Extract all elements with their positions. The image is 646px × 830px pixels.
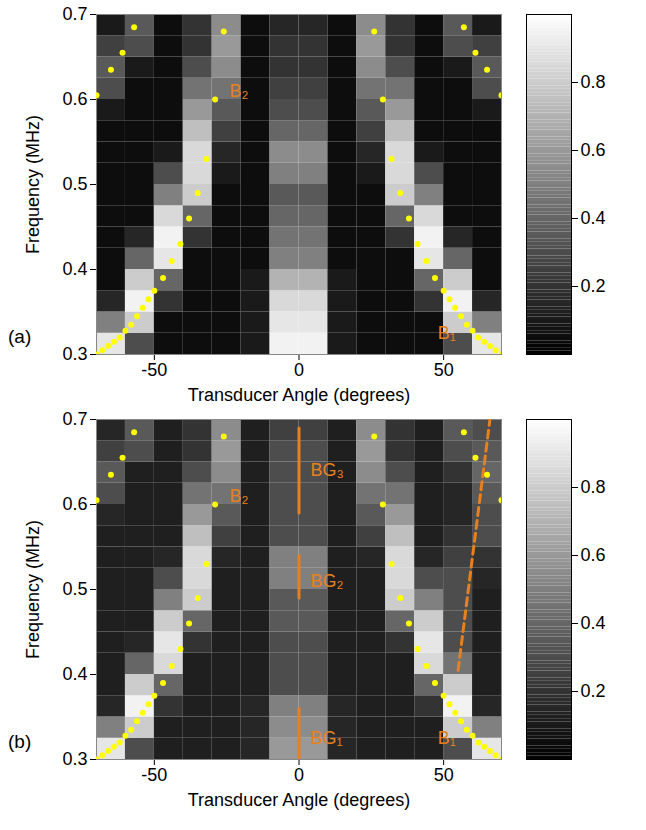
svg-text:0.4: 0.4 (581, 613, 606, 633)
svg-text:0.8: 0.8 (581, 72, 606, 92)
svg-text:0.7: 0.7 (62, 4, 87, 24)
svg-text:Transducer Angle (degrees): Transducer Angle (degrees) (188, 385, 410, 405)
svg-text:BG₁: BG₁ (311, 728, 343, 748)
svg-text:B₂: B₂ (230, 81, 249, 101)
html-text:(b): (b) (8, 731, 32, 752)
svg-text:-50: -50 (141, 360, 167, 380)
svg-text:0.4: 0.4 (581, 208, 606, 228)
svg-text:B₁: B₁ (438, 728, 456, 748)
svg-text:BG₂: BG₂ (311, 571, 344, 591)
svg-text:0.2: 0.2 (581, 681, 606, 701)
svg-text:BG₃: BG₃ (311, 460, 344, 480)
svg-text:0.7: 0.7 (62, 409, 87, 429)
svg-text:0.6: 0.6 (62, 494, 87, 514)
svg-text:0.8: 0.8 (581, 477, 606, 497)
svg-text:0.3: 0.3 (62, 344, 87, 364)
svg-text:0: 0 (294, 360, 304, 380)
svg-text:0.6: 0.6 (62, 89, 87, 109)
svg-text:B₁: B₁ (438, 323, 456, 343)
svg-text:0.2: 0.2 (581, 276, 606, 296)
svg-text:0.4: 0.4 (62, 259, 87, 279)
svg-text:Transducer Angle (degrees): Transducer Angle (degrees) (188, 790, 410, 810)
svg-text:0.3: 0.3 (62, 749, 87, 769)
svg-text:B₂: B₂ (230, 486, 249, 506)
svg-text:-50: -50 (141, 765, 167, 785)
svg-text:50: 50 (434, 765, 454, 785)
svg-text:0.6: 0.6 (581, 140, 606, 160)
svg-text:0.6: 0.6 (581, 545, 606, 565)
svg-text:0.5: 0.5 (62, 579, 87, 599)
svg-text:Frequency (MHz): Frequency (MHz) (23, 520, 43, 659)
svg-text:0.4: 0.4 (62, 664, 87, 684)
svg-text:50: 50 (434, 360, 454, 380)
html-text:(a): (a) (8, 326, 32, 347)
svg-text:Frequency (MHz): Frequency (MHz) (23, 115, 43, 254)
svg-text:0.5: 0.5 (62, 174, 87, 194)
svg-text:0: 0 (294, 765, 304, 785)
